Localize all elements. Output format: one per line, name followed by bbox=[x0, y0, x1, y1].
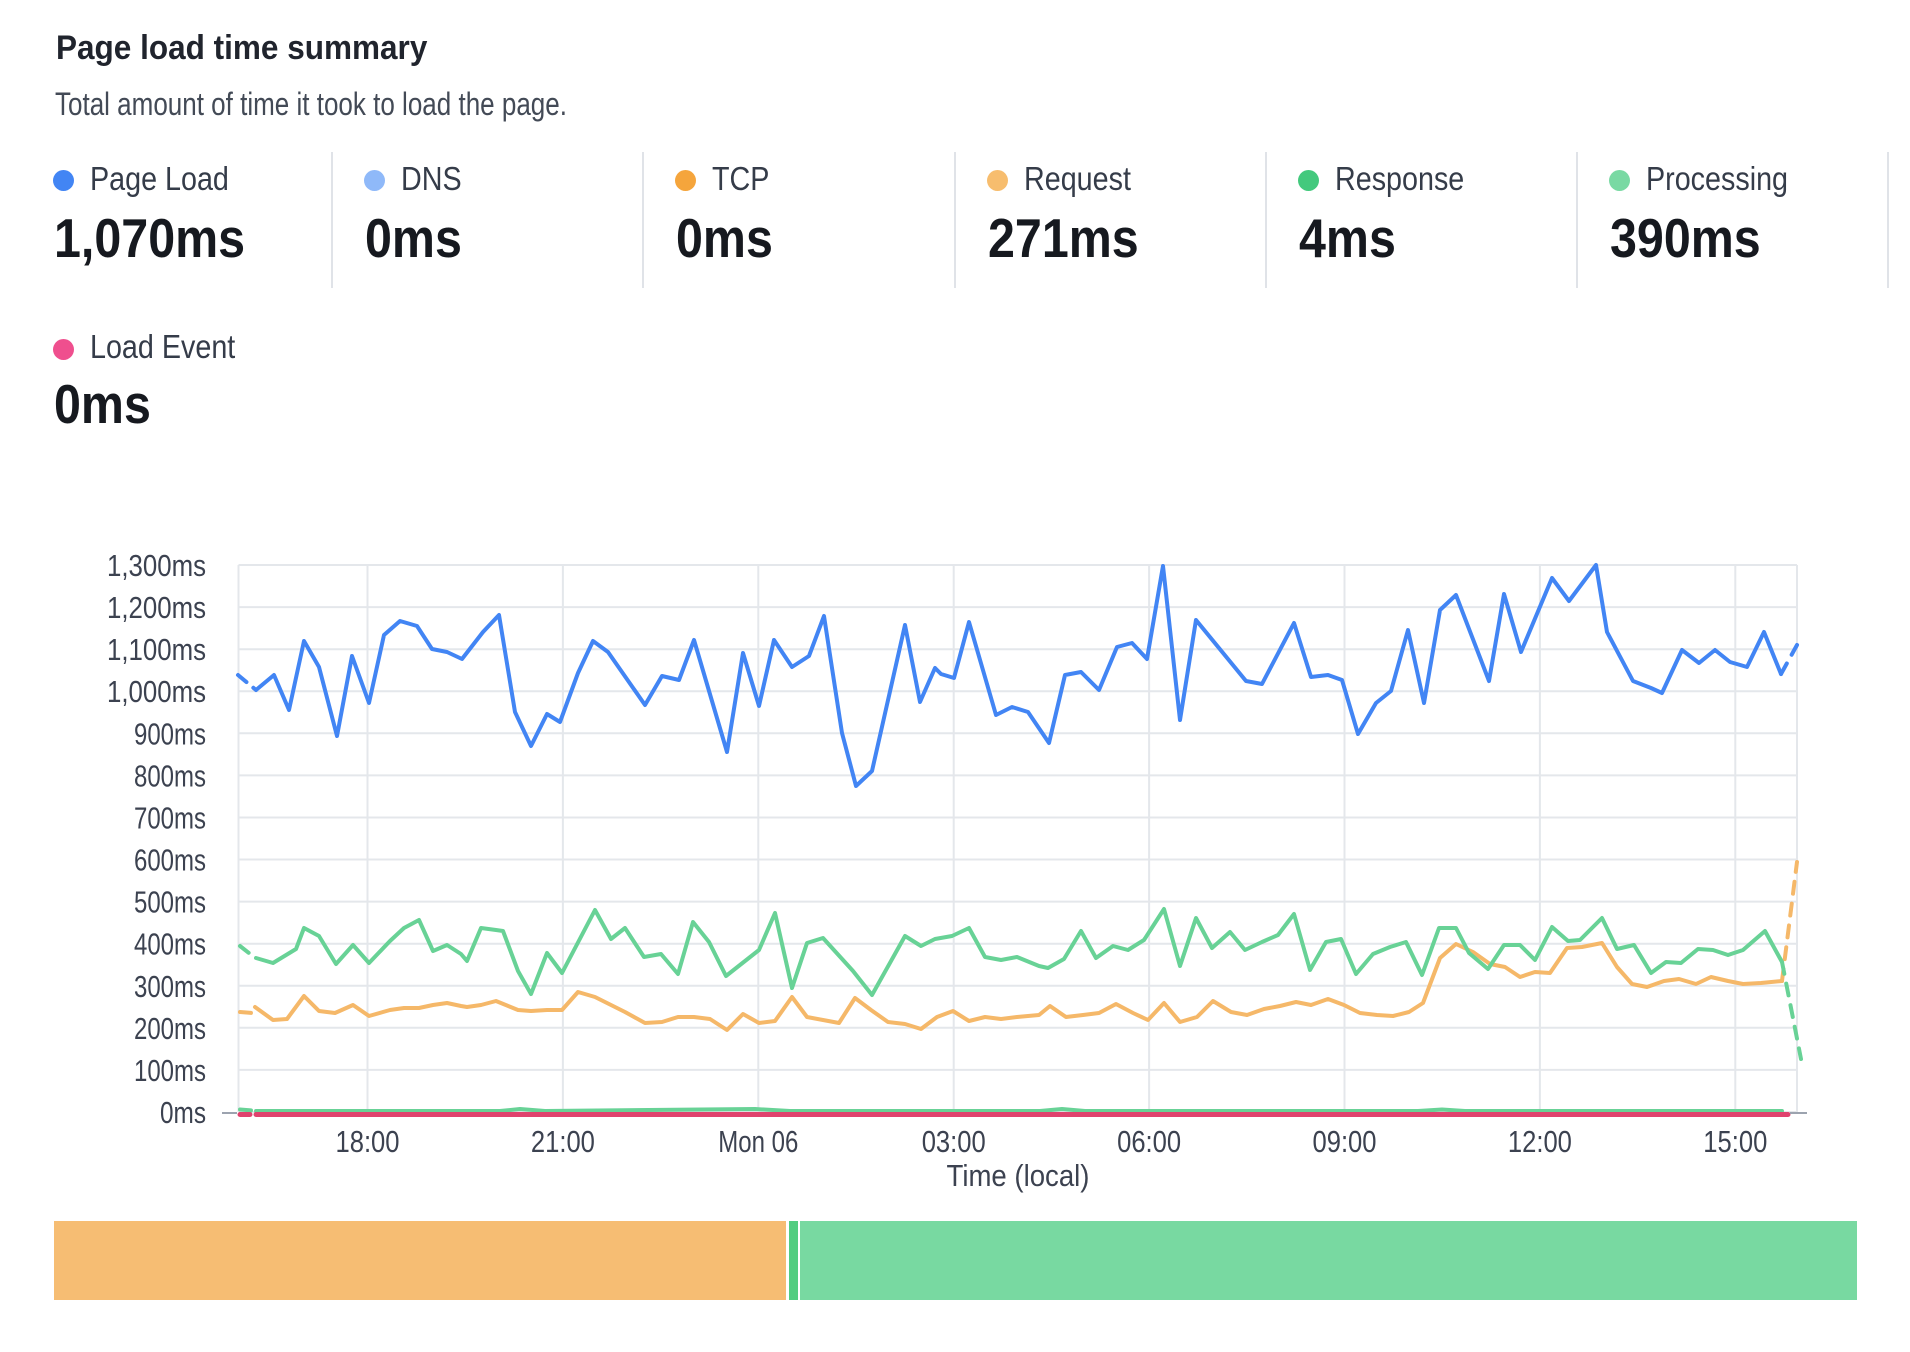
svg-text:06:00: 06:00 bbox=[1117, 1124, 1181, 1159]
svg-text:Mon 06: Mon 06 bbox=[718, 1124, 798, 1159]
svg-text:1,200ms: 1,200ms bbox=[107, 590, 206, 625]
svg-text:900ms: 900ms bbox=[134, 716, 206, 751]
svg-text:Time (local): Time (local) bbox=[947, 1158, 1090, 1193]
svg-text:300ms: 300ms bbox=[134, 969, 206, 1004]
svg-text:12:00: 12:00 bbox=[1508, 1124, 1572, 1159]
svg-text:100ms: 100ms bbox=[134, 1053, 206, 1088]
svg-text:600ms: 600ms bbox=[134, 843, 206, 878]
svg-text:1,100ms: 1,100ms bbox=[107, 632, 206, 667]
svg-text:0ms: 0ms bbox=[160, 1095, 206, 1130]
svg-text:18:00: 18:00 bbox=[336, 1124, 400, 1159]
svg-text:400ms: 400ms bbox=[134, 927, 206, 962]
svg-text:700ms: 700ms bbox=[134, 801, 206, 836]
svg-text:200ms: 200ms bbox=[134, 1011, 206, 1046]
svg-text:21:00: 21:00 bbox=[531, 1124, 595, 1159]
svg-text:03:00: 03:00 bbox=[922, 1124, 986, 1159]
svg-text:500ms: 500ms bbox=[134, 885, 206, 920]
svg-text:1,300ms: 1,300ms bbox=[107, 548, 206, 583]
svg-text:800ms: 800ms bbox=[134, 758, 206, 793]
svg-text:15:00: 15:00 bbox=[1703, 1124, 1767, 1159]
svg-text:1,000ms: 1,000ms bbox=[107, 674, 206, 709]
svg-text:09:00: 09:00 bbox=[1313, 1124, 1377, 1159]
